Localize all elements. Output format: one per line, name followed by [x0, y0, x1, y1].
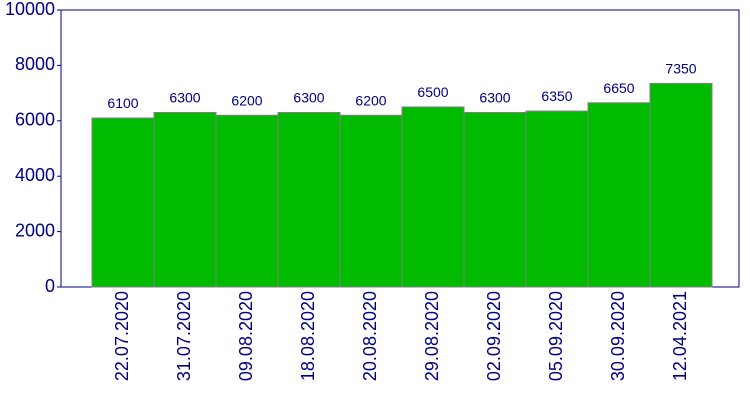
- bar: [277, 111, 341, 288]
- value-label: 7350: [665, 60, 696, 76]
- y-tick-label: 8000: [15, 54, 55, 74]
- y-tick-label: 0: [45, 276, 55, 296]
- value-label: 6200: [355, 92, 386, 108]
- bar: [215, 114, 279, 288]
- x-tick-label: 12.04.2021: [670, 291, 690, 381]
- y-tick-label: 6000: [15, 110, 55, 130]
- y-tick-label: 10000: [5, 0, 55, 19]
- value-label: 6350: [541, 88, 572, 104]
- bar: [649, 82, 713, 288]
- value-label: 6300: [479, 89, 510, 105]
- value-label: 6200: [231, 92, 262, 108]
- x-tick-label: 30.09.2020: [608, 291, 628, 381]
- x-tick-label: 29.08.2020: [422, 291, 442, 381]
- value-label: 6650: [603, 80, 634, 96]
- x-tick-label: 18.08.2020: [298, 291, 318, 381]
- x-tick-label: 31.07.2020: [174, 291, 194, 381]
- bar: [91, 117, 155, 288]
- bar: [339, 114, 403, 288]
- x-tick-label: 20.08.2020: [360, 291, 380, 381]
- bar: [587, 102, 651, 288]
- x-tick-label: 22.07.2020: [112, 291, 132, 381]
- value-label: 6300: [293, 89, 324, 105]
- y-tick-label: 2000: [15, 220, 55, 240]
- bar: [401, 106, 465, 288]
- value-label: 6100: [107, 95, 138, 111]
- x-tick-label: 09.08.2020: [236, 291, 256, 381]
- value-label: 6500: [417, 84, 448, 100]
- value-label: 6300: [169, 89, 200, 105]
- bar: [153, 111, 217, 288]
- x-tick-label: 05.09.2020: [546, 291, 566, 381]
- y-tick-label: 4000: [15, 165, 55, 185]
- bar: [525, 110, 589, 288]
- x-tick-label: 02.09.2020: [484, 291, 504, 381]
- bar: [463, 111, 527, 288]
